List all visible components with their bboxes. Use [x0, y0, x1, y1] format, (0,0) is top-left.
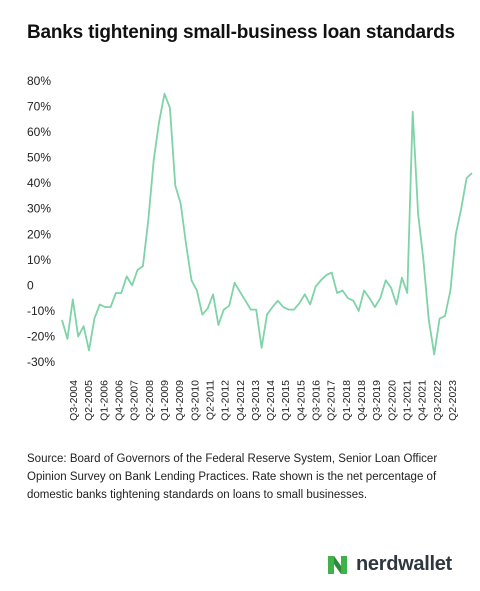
y-tick-label: 0: [27, 278, 34, 292]
line-chart: 80% 70% 60% 50% 40% 30% 20% 10% 0 -10% -20% -30% Q3…: [27, 74, 473, 421]
x-tick-label: Q3-2010: [189, 380, 201, 421]
y-tick-label: 80%: [27, 74, 51, 88]
x-tick-label: Q2-2008: [144, 380, 156, 421]
x-tick-label: Q3-2007: [129, 380, 141, 421]
y-tick-label: -10%: [27, 304, 55, 318]
y-tick-label: 70%: [27, 100, 51, 114]
x-tick-label: Q1-2012: [220, 380, 232, 421]
x-tick-label: Q4-2015: [295, 380, 307, 421]
x-tick-label: Q3-2022: [432, 380, 444, 421]
y-tick-label: -20%: [27, 329, 55, 343]
x-axis: Q3-2004 Q2-2005 Q1-2006 Q4-2006 Q3-2007 Q2-20…: [68, 380, 459, 421]
y-tick-label: 30%: [27, 202, 51, 216]
x-tick-label: Q3-2013: [250, 380, 262, 421]
nerdwallet-logo: nerdwallet: [326, 552, 452, 576]
x-tick-label: Q4-2009: [174, 380, 186, 421]
x-tick-label: Q3-2004: [68, 380, 80, 421]
series-group: [61, 92, 473, 356]
y-tick-label: 20%: [27, 227, 51, 241]
y-tick-label: 40%: [27, 176, 51, 190]
x-tick-label: Q4-2012: [235, 380, 247, 421]
x-tick-label: Q2-2011: [204, 380, 216, 420]
chart-title: Banks tightening small-business loan sta…: [27, 22, 455, 43]
logo-text: nerdwallet: [356, 552, 452, 575]
x-tick-label: Q2-2017: [326, 380, 338, 421]
y-axis: 80% 70% 60% 50% 40% 30% 20% 10% 0 -10% -20% -30%: [27, 74, 55, 369]
x-tick-label: Q2-2020: [386, 380, 398, 421]
x-tick-label: Q4-2006: [114, 380, 126, 421]
x-tick-label: Q1-2009: [159, 380, 171, 421]
y-tick-label: 50%: [27, 151, 51, 165]
x-tick-label: Q3-2019: [371, 380, 383, 421]
x-tick-label: Q2-2005: [83, 380, 95, 421]
source-note: Source: Board of Governors of the Federa…: [27, 453, 438, 501]
x-tick-label: Q1-2021: [402, 380, 414, 421]
x-tick-label: Q4-2021: [417, 380, 429, 421]
nerdwallet-n-icon: [328, 556, 347, 574]
x-tick-label: Q2-2014: [265, 380, 277, 421]
x-tick-label: Q2-2023: [447, 380, 459, 421]
x-tick-label: Q1-2015: [280, 380, 292, 421]
y-tick-label: 60%: [27, 125, 51, 139]
x-tick-label: Q3-2016: [311, 380, 323, 421]
x-tick-label: Q1-2018: [341, 380, 353, 421]
y-tick-label: 10%: [27, 253, 51, 267]
series-line: [61, 92, 473, 356]
y-tick-label: -30%: [27, 355, 55, 369]
x-tick-label: Q4-2018: [356, 380, 368, 421]
x-tick-label: Q1-2006: [98, 380, 110, 421]
